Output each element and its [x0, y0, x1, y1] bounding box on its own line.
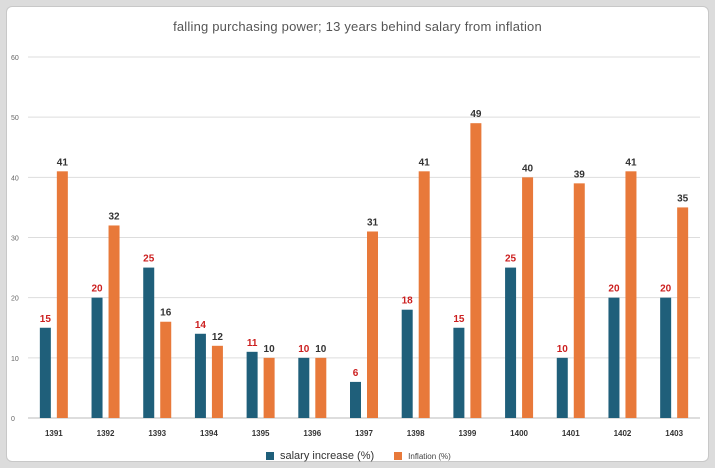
bar-salary	[91, 297, 103, 418]
bar-salary	[660, 297, 672, 418]
bar-salary	[401, 309, 413, 418]
x-tick-label: 1395	[252, 429, 270, 438]
bar-inflation	[315, 357, 327, 418]
y-tick-label: 30	[11, 236, 19, 243]
x-tick-label: 1399	[458, 429, 476, 438]
x-tick-label: 1403	[665, 429, 683, 438]
data-label-inflation: 16	[160, 308, 172, 319]
data-label-salary: 15	[453, 314, 465, 325]
bar-salary	[246, 351, 258, 418]
legend-swatch-salary	[266, 452, 274, 460]
data-label-inflation: 12	[212, 332, 224, 343]
x-tick-label: 1402	[614, 429, 632, 438]
bar-inflation	[263, 357, 275, 418]
data-label-salary: 6	[353, 368, 359, 379]
data-label-salary: 20	[91, 284, 103, 295]
data-label-salary: 25	[143, 254, 155, 265]
bar-inflation	[522, 177, 534, 418]
data-label-inflation: 41	[57, 157, 69, 168]
bar-salary	[556, 357, 568, 418]
x-tick-label: 1397	[355, 429, 373, 438]
bar-inflation	[367, 231, 378, 418]
bar-salary	[350, 381, 361, 418]
data-label-inflation: 49	[470, 109, 482, 120]
bar-inflation	[108, 225, 120, 418]
data-label-inflation: 10	[264, 344, 276, 355]
data-label-inflation: 10	[315, 344, 327, 355]
data-label-salary: 20	[608, 284, 620, 295]
bar-salary	[298, 357, 310, 418]
bar-salary	[453, 327, 465, 418]
legend-label-salary: salary increase (%)	[280, 450, 375, 462]
bar-salary	[194, 333, 206, 418]
data-label-inflation: 31	[367, 217, 379, 228]
bar-salary	[143, 267, 155, 418]
legend-label-inflation: Inflation (%)	[408, 451, 451, 461]
chart-legend: salary increase (%) Inflation (%)	[266, 449, 451, 463]
y-tick-label: 0	[11, 416, 15, 423]
data-label-inflation: 32	[108, 211, 120, 222]
data-label-salary: 10	[298, 344, 310, 355]
bar-salary	[608, 297, 620, 418]
data-label-salary: 11	[247, 338, 258, 349]
legend-item-inflation: Inflation (%)	[394, 452, 451, 461]
legend-item-salary: salary increase (%)	[266, 450, 374, 462]
data-label-inflation: 41	[419, 157, 431, 168]
data-label-salary: 14	[195, 320, 207, 331]
bar-inflation	[677, 207, 689, 418]
data-label-inflation: 41	[625, 157, 637, 168]
bar-inflation	[418, 171, 430, 418]
bar-inflation	[211, 345, 223, 418]
data-label-salary: 18	[402, 296, 414, 307]
y-tick-label: 50	[11, 115, 19, 122]
data-label-inflation: 39	[574, 169, 586, 180]
data-label-salary: 20	[660, 284, 672, 295]
data-label-inflation: 35	[677, 193, 689, 204]
x-tick-label: 1400	[510, 429, 528, 438]
data-label-inflation: 40	[522, 163, 534, 174]
bar-salary	[505, 267, 517, 418]
data-label-salary: 15	[40, 314, 52, 325]
bar-inflation	[160, 321, 172, 418]
bar-inflation	[573, 183, 585, 418]
x-tick-label: 1393	[148, 429, 166, 438]
data-label-salary: 10	[557, 344, 569, 355]
y-tick-label: 20	[11, 296, 19, 303]
bar-salary	[39, 327, 51, 418]
chart-title: falling purchasing power; 13 years behin…	[173, 19, 542, 34]
x-tick-label: 1391	[45, 429, 63, 438]
bar-inflation	[470, 123, 482, 418]
bar-inflation	[625, 171, 637, 418]
y-tick-label: 10	[11, 356, 19, 363]
x-tick-label: 1392	[97, 429, 115, 438]
x-tick-label: 1396	[303, 429, 321, 438]
bar-inflation	[56, 171, 68, 418]
legend-swatch-inflation	[394, 452, 403, 460]
x-tick-label: 1401	[562, 429, 580, 438]
x-tick-label: 1398	[407, 429, 425, 438]
y-tick-label: 60	[11, 55, 19, 62]
data-label-salary: 25	[505, 254, 517, 265]
x-tick-label: 1394	[200, 429, 218, 438]
y-tick-label: 40	[11, 175, 19, 182]
